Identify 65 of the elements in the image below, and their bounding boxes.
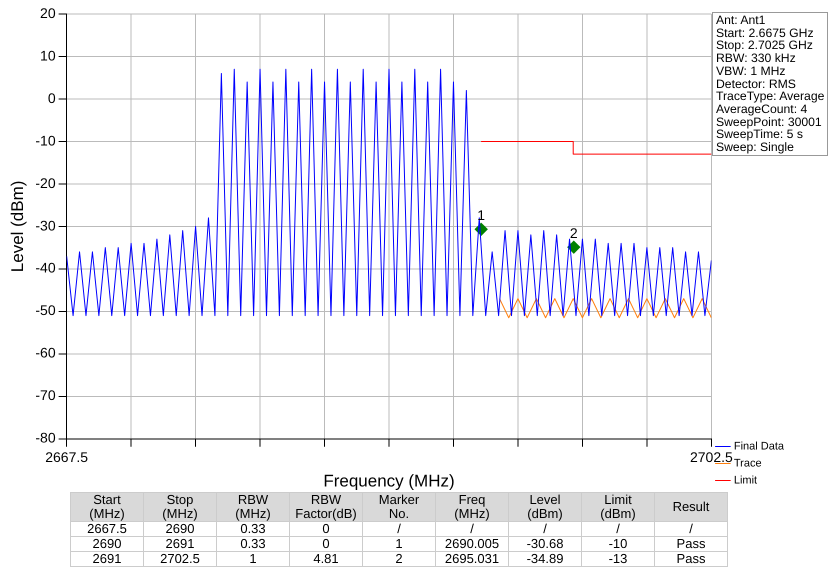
y-tick-label: 10 bbox=[40, 47, 56, 64]
text: Level (dBm) bbox=[508, 492, 582, 522]
text: -13 bbox=[582, 551, 654, 566]
text: -10 bbox=[582, 536, 654, 552]
text: / bbox=[582, 521, 654, 536]
legend-label: Final Data bbox=[734, 440, 785, 453]
text: Result bbox=[654, 492, 728, 522]
text: Stop (MHz) bbox=[144, 492, 216, 522]
text: / bbox=[362, 521, 436, 536]
text: Limit (dBm) bbox=[582, 492, 654, 522]
text: 4.81 bbox=[290, 551, 362, 566]
text: Pass bbox=[654, 551, 728, 566]
legend-label: Trace bbox=[734, 458, 762, 470]
text: 2690 bbox=[144, 521, 216, 536]
text: AverageCount: 4 bbox=[716, 102, 808, 116]
text: Pass bbox=[654, 536, 728, 552]
text: RBW: 330 kHz bbox=[716, 51, 797, 66]
text: / bbox=[654, 521, 728, 536]
text: Start: 2.6675 GHz bbox=[716, 26, 815, 40]
text: -34.89 bbox=[508, 551, 582, 566]
text: 2702.5 bbox=[144, 551, 216, 566]
annotation: 1 bbox=[477, 207, 486, 224]
text: Stop: 2.7025 GHz bbox=[716, 38, 814, 52]
text: / bbox=[436, 521, 508, 536]
y-tick-label: -50 bbox=[35, 302, 56, 318]
text: 0.33 bbox=[216, 536, 290, 552]
text: / bbox=[508, 521, 582, 536]
y-tick-label: -80 bbox=[35, 430, 56, 446]
y-tick-label: -20 bbox=[35, 174, 56, 191]
text: 2691 bbox=[144, 536, 216, 552]
text: RBW (MHz) bbox=[216, 492, 290, 522]
y-axis-title: Level (dBm) bbox=[8, 180, 27, 272]
y-tick-label: -30 bbox=[35, 217, 56, 234]
annotation: 2 bbox=[570, 225, 578, 242]
text: 2667.5 bbox=[70, 521, 144, 536]
text: SweepTime: 5 s bbox=[716, 127, 804, 142]
text: 1 bbox=[362, 536, 436, 552]
text: 2 bbox=[362, 551, 436, 566]
y-tick-label: -60 bbox=[35, 344, 56, 361]
text: Marker No. bbox=[362, 492, 436, 522]
y-tick-label: -40 bbox=[35, 260, 56, 276]
text: 1 bbox=[216, 551, 290, 566]
text: 2690.005 bbox=[436, 536, 508, 552]
legend-label: Limit bbox=[734, 474, 758, 487]
x-axis-title: Frequency (MHz) bbox=[323, 471, 455, 490]
text: 0 bbox=[290, 521, 362, 536]
text: Ant: Ant1 bbox=[716, 13, 766, 27]
text: VBW: 1 MHz bbox=[716, 64, 787, 78]
text: -30.68 bbox=[508, 536, 582, 552]
text: Start (MHz) bbox=[70, 492, 144, 522]
text: TraceType: Average bbox=[716, 89, 824, 104]
text: 0.33 bbox=[216, 521, 290, 536]
text: Detector: RMS bbox=[716, 76, 797, 91]
text: Sweep: Single bbox=[716, 140, 795, 154]
text: 0 bbox=[290, 536, 362, 552]
y-tick-label: -70 bbox=[35, 387, 56, 404]
y-tick-label: 20 bbox=[40, 4, 56, 21]
text: 2691 bbox=[70, 551, 144, 566]
text: SweepPoint: 30001 bbox=[716, 114, 823, 129]
text: 2695.031 bbox=[436, 551, 508, 566]
y-tick-label: -10 bbox=[35, 132, 56, 148]
text: Freq (MHz) bbox=[436, 492, 508, 522]
text: RBW Factor(dB) bbox=[290, 492, 362, 522]
y-tick-label: 0 bbox=[48, 90, 56, 106]
text: 2690 bbox=[70, 536, 144, 552]
